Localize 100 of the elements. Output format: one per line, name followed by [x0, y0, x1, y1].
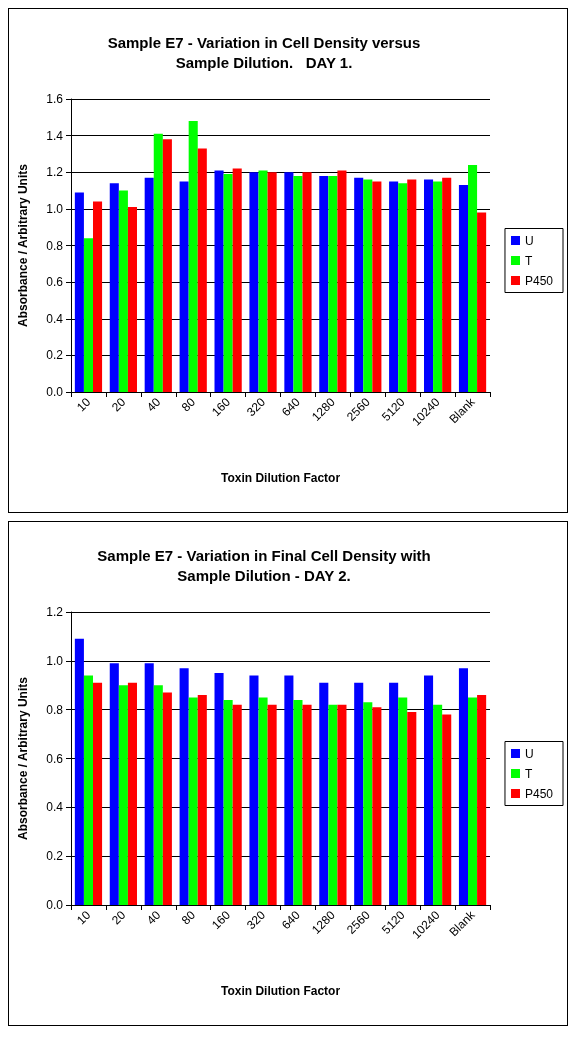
y-tick-label: 1.0: [46, 653, 64, 668]
y-tick-label: 0.0: [46, 898, 64, 912]
bar: [118, 685, 128, 905]
bar: [442, 714, 452, 905]
legend-label: T: [524, 253, 533, 268]
bar: [83, 675, 93, 905]
bar: [284, 172, 294, 392]
y-tick-label: 0.0: [46, 385, 64, 399]
x-tick-label: 640: [278, 394, 304, 420]
bar: [433, 704, 443, 905]
bar: [458, 185, 468, 392]
bar: [223, 699, 233, 905]
y-tick-label: 0.2: [46, 849, 64, 864]
bar: [302, 172, 312, 392]
bar: [458, 668, 468, 905]
x-tick-label: 20: [108, 394, 129, 415]
bar: [93, 682, 103, 905]
bar: [363, 179, 373, 392]
x-tick-label: 160: [209, 394, 234, 420]
bar: [118, 190, 128, 392]
bar: [267, 704, 277, 905]
bar: [144, 177, 154, 392]
legend-label: P450: [524, 786, 554, 801]
y-tick-label: 0.4: [46, 311, 64, 326]
bar: [319, 682, 329, 905]
bar: [337, 170, 347, 392]
y-tick-label: 1.4: [46, 128, 64, 143]
x-tick-label: 80: [178, 907, 199, 928]
bar: [232, 704, 242, 905]
bar: [293, 699, 303, 905]
bar: [267, 172, 277, 392]
bar: [127, 682, 137, 905]
bar: [477, 695, 487, 905]
x-tick-label: 10: [74, 394, 94, 415]
bar: [197, 695, 207, 905]
bar: [179, 181, 189, 392]
bar: [162, 692, 172, 905]
y-tick-label: 1.6: [46, 92, 64, 106]
bar: [407, 179, 417, 392]
bar: [74, 192, 84, 392]
y-tick-label: 1.0: [46, 201, 64, 216]
x-tick-label: 20: [108, 907, 129, 928]
x-tick-label: 320: [243, 394, 269, 420]
legend-label: U: [524, 746, 534, 761]
bar: [232, 168, 242, 392]
x-axis-title: Toxin Dilution Factor: [220, 471, 341, 485]
bar: [389, 181, 399, 392]
chart-title: Sample E7 - Variation in Cell Density versus Sample Dilution. DAY 1.: [107, 33, 421, 71]
legend-label: U: [524, 233, 534, 248]
legend-label: T: [524, 766, 533, 781]
bar: [258, 170, 268, 392]
bar: [249, 675, 259, 905]
bar: [144, 663, 154, 905]
bar: [442, 177, 452, 392]
bar: [389, 682, 399, 905]
bar: [363, 702, 373, 905]
bar: [153, 685, 163, 905]
bar: [284, 675, 294, 905]
bar: [468, 697, 478, 905]
bar: [319, 175, 329, 392]
x-tick-label: 40: [143, 394, 164, 415]
bar: [179, 668, 189, 905]
bar: [424, 675, 434, 905]
y-tick-label: 0.8: [46, 238, 64, 253]
bar: [337, 704, 347, 905]
bar: [93, 201, 103, 392]
y-tick-label: 0.6: [46, 751, 64, 766]
bar: [302, 704, 312, 905]
bar: [223, 174, 233, 392]
bar: [197, 148, 207, 392]
x-tick-label: 160: [209, 907, 234, 933]
x-tick-label: 320: [243, 907, 269, 933]
bar: [83, 238, 93, 392]
bar: [354, 682, 364, 905]
legend-label: P450: [524, 273, 554, 288]
bar: [328, 175, 338, 392]
bar: [249, 172, 259, 392]
chart-title: Sample E7 - Variation in Final Cell Density with Sample Dilution - DAY 2.: [97, 546, 431, 584]
y-tick-label: 0.8: [46, 702, 64, 717]
bar: [477, 212, 487, 392]
y-tick-label: 0.6: [46, 275, 64, 290]
bar: [109, 183, 119, 392]
bar: [372, 707, 382, 905]
bar: [188, 120, 198, 392]
bar: [127, 207, 137, 392]
bar: [433, 181, 443, 392]
x-tick-label: 40: [143, 907, 164, 928]
y-tick-label: 0.2: [46, 348, 64, 363]
y-axis-title: Absorbance / Arbitrary Units: [16, 163, 30, 327]
bar: [293, 175, 303, 392]
bar: [258, 697, 268, 905]
bar: [398, 183, 408, 392]
bar: [188, 697, 198, 905]
y-axis-title: Absorbance / Arbitrary Units: [16, 676, 30, 840]
bar: [424, 179, 434, 392]
bar: [153, 133, 163, 392]
bar: [328, 704, 338, 905]
bar: [372, 181, 382, 392]
y-tick-label: 1.2: [46, 165, 64, 180]
x-tick-label: 80: [178, 394, 199, 415]
